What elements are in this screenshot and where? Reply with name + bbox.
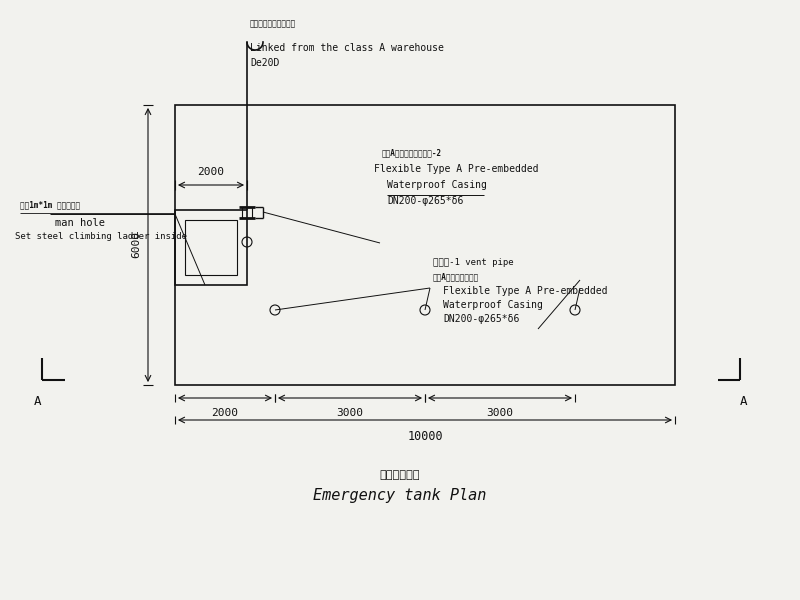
Text: Linked from the class A warehouse: Linked from the class A warehouse xyxy=(250,43,444,53)
Text: 2000: 2000 xyxy=(211,408,238,418)
Text: 事故池平面图: 事故池平面图 xyxy=(380,470,420,480)
Text: 3000: 3000 xyxy=(486,408,514,418)
Text: De20D: De20D xyxy=(250,58,279,68)
Bar xyxy=(185,220,237,275)
Text: Flexible Type A Pre-embedded: Flexible Type A Pre-embedded xyxy=(443,286,607,296)
Text: Set steel climbing ladder inside: Set steel climbing ladder inside xyxy=(15,232,187,241)
Text: DN200-φ265*δ6: DN200-φ265*δ6 xyxy=(387,196,463,206)
Text: 3000: 3000 xyxy=(337,408,363,418)
Text: 接自甲类仓库消防用水: 接自甲类仓库消防用水 xyxy=(250,19,296,28)
Text: A: A xyxy=(34,395,42,408)
Text: DN200-φ265*δ6: DN200-φ265*δ6 xyxy=(443,314,519,324)
Text: Waterproof Casing: Waterproof Casing xyxy=(387,180,487,190)
Text: 2000: 2000 xyxy=(198,167,225,177)
Text: Flexible Type A Pre-embedded: Flexible Type A Pre-embedded xyxy=(374,164,538,174)
Text: 6000: 6000 xyxy=(131,232,141,259)
Text: A: A xyxy=(740,395,748,408)
Text: 柔性A型预埋式防水套管-2: 柔性A型预埋式防水套管-2 xyxy=(382,148,442,157)
Text: 10000: 10000 xyxy=(407,430,443,443)
Text: 通气管-1 vent pipe: 通气管-1 vent pipe xyxy=(433,258,514,267)
Bar xyxy=(175,210,247,285)
Text: Emergency tank Plan: Emergency tank Plan xyxy=(314,488,486,503)
Text: man hole: man hole xyxy=(55,218,105,228)
Text: Waterproof Casing: Waterproof Casing xyxy=(443,300,543,310)
Text: 柔性A型预埋防水套管: 柔性A型预埋防水套管 xyxy=(433,272,479,281)
Bar xyxy=(175,105,675,385)
Text: 人孔1m*1m 内设爱捆梯: 人孔1m*1m 内设爱捆梯 xyxy=(20,200,80,209)
